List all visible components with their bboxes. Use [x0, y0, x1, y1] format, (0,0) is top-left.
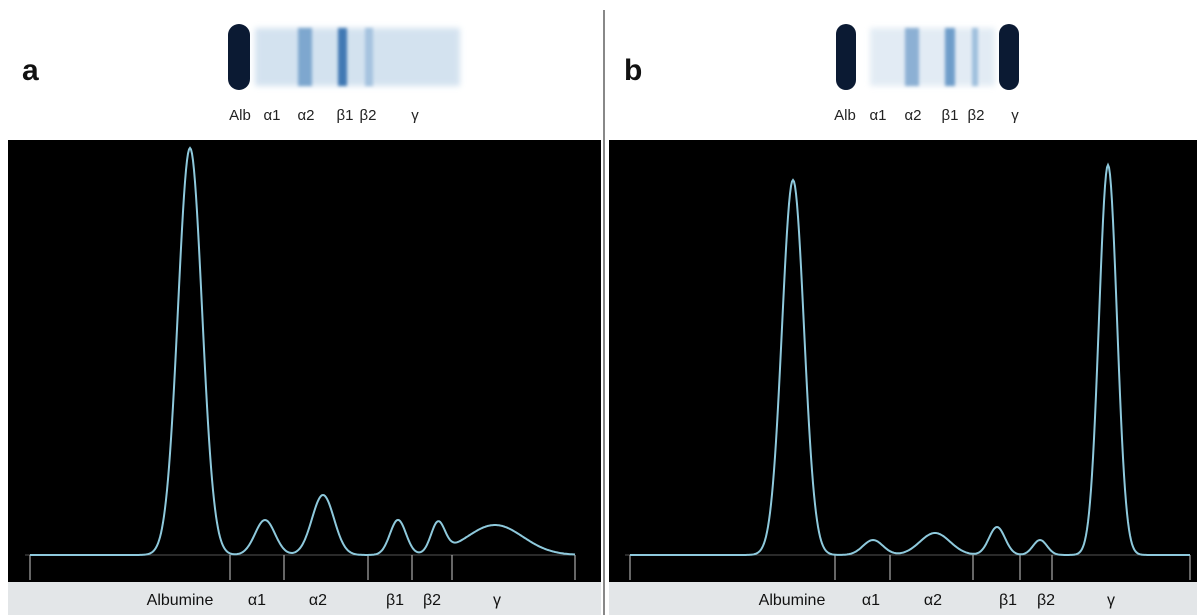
panel-label: a	[22, 54, 39, 87]
plot-area	[609, 140, 1197, 582]
densitometry-curve	[30, 146, 576, 556]
fraction-bar	[609, 582, 1197, 615]
panel-label: b	[624, 54, 642, 87]
fraction-label: γ	[1107, 592, 1115, 609]
fraction-label: α2	[924, 592, 942, 609]
fraction-label: β2	[1037, 592, 1055, 609]
gel-label: β2	[360, 107, 377, 124]
gel-label: Alb	[229, 107, 251, 124]
gel-label: α1	[869, 107, 886, 124]
fraction-label: β1	[386, 592, 404, 609]
gel-label: α2	[297, 107, 314, 124]
fraction-label: γ	[493, 592, 501, 609]
gel-label: γ	[1011, 107, 1019, 124]
gel-strip	[228, 24, 460, 90]
gel-label: β1	[942, 107, 959, 124]
gel-label: β2	[968, 107, 985, 124]
fraction-label: α2	[309, 592, 327, 609]
gel-label: β1	[337, 107, 354, 124]
fraction-label: Albumine	[759, 592, 826, 609]
fraction-label: α1	[862, 592, 880, 609]
densitometry-curve	[630, 162, 1190, 556]
fraction-label: Albumine	[147, 592, 214, 609]
gel-label: α2	[904, 107, 921, 124]
gel-label: γ	[411, 107, 419, 124]
plot-area	[8, 140, 601, 582]
gel-label: Alb	[834, 107, 856, 124]
gel-strip	[836, 24, 1019, 90]
fraction-label: β2	[423, 592, 441, 609]
fraction-bar	[8, 582, 601, 615]
fraction-label: α1	[248, 592, 266, 609]
fraction-label: β1	[999, 592, 1017, 609]
gel-label: α1	[263, 107, 280, 124]
